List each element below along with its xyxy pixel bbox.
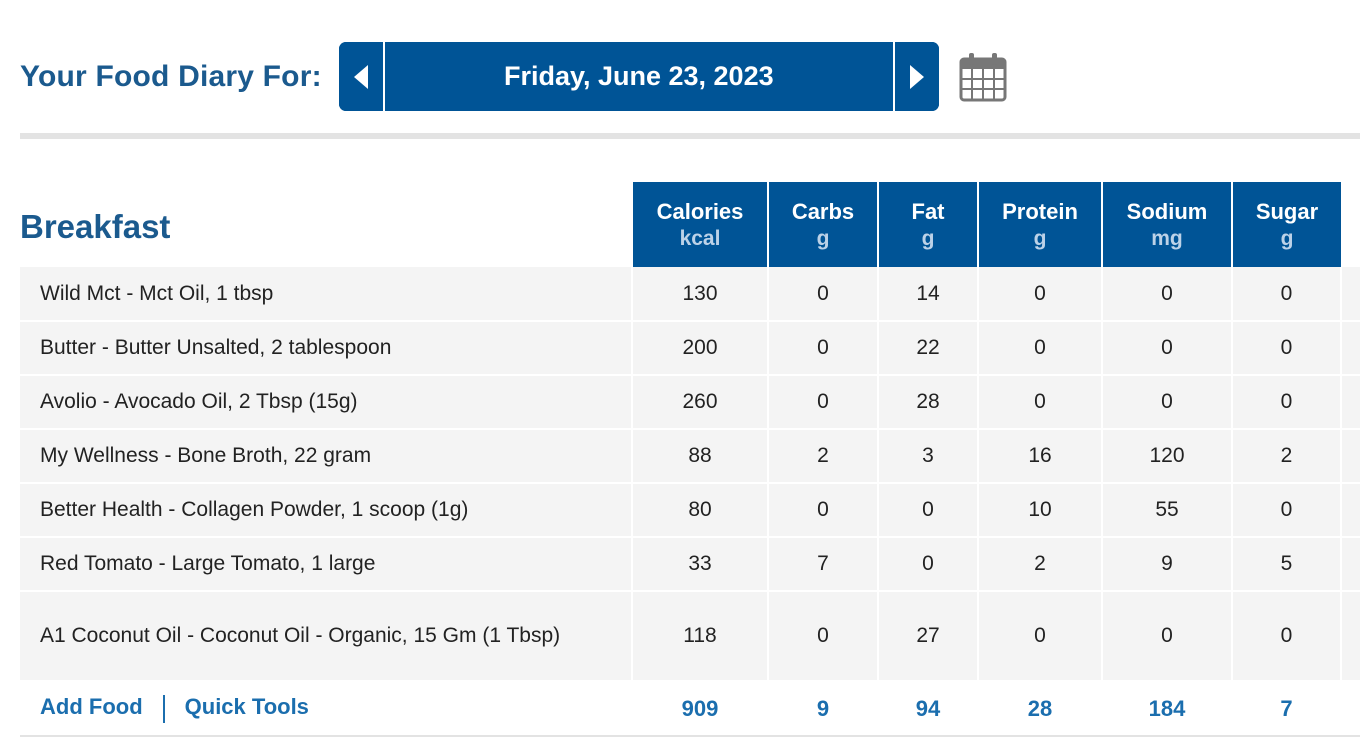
column-header-carbs: Carbs g: [767, 182, 878, 267]
food-entry-row: Butter - Butter Unsalted, 2 tablespoon 2…: [20, 321, 1360, 376]
link-separator: [162, 694, 165, 723]
total-sodium: 184: [1102, 681, 1232, 737]
row-tail: [1340, 267, 1360, 322]
sugar-cell: 5: [1231, 537, 1341, 592]
row-tail: [1340, 375, 1360, 430]
carbs-cell: 0: [767, 321, 878, 376]
calendar-icon: [959, 52, 1007, 101]
protein-cell: 0: [977, 321, 1102, 376]
chevron-right-icon: [909, 64, 924, 89]
meal-title: Breakfast: [20, 208, 171, 245]
chevron-left-icon: [353, 64, 368, 89]
food-entry-row: Wild Mct - Mct Oil, 1 tbsp 130 0 14 0 0 …: [20, 267, 1360, 322]
food-entry-link[interactable]: Butter - Butter Unsalted, 2 tablespoon: [20, 321, 632, 376]
diary-label: Your Food Diary For:: [20, 59, 322, 93]
add-food-link[interactable]: Add Food: [40, 694, 143, 720]
food-entry-link[interactable]: Red Tomato - Large Tomato, 1 large: [20, 537, 632, 592]
nutrient-header-row: Calories kcal Carbs g Fat g Protein g Sodium…: [20, 182, 1360, 267]
diary-header: Your Food Diary For: Friday, June 23, 20…: [20, 42, 1007, 111]
column-header-sodium: Sodium mg: [1101, 182, 1232, 267]
sodium-cell: 120: [1101, 429, 1232, 484]
calories-cell: 80: [631, 483, 768, 538]
sugar-cell: 2: [1231, 429, 1341, 484]
row-tail: [1340, 591, 1360, 682]
previous-day-button[interactable]: [338, 42, 385, 111]
date-navigator: Friday, June 23, 2023: [338, 42, 939, 111]
sodium-cell: 55: [1101, 483, 1232, 538]
sodium-cell: 0: [1101, 267, 1232, 322]
fat-cell: 0: [877, 483, 978, 538]
food-entry-row: A1 Coconut Oil - Coconut Oil - Organic, …: [20, 591, 1360, 682]
protein-cell: 2: [977, 537, 1102, 592]
next-day-button[interactable]: [892, 42, 939, 111]
sugar-cell: 0: [1231, 267, 1341, 322]
calories-cell: 260: [631, 375, 768, 430]
sugar-cell: 0: [1231, 591, 1341, 682]
carbs-cell: 0: [767, 375, 878, 430]
food-entry-link[interactable]: A1 Coconut Oil - Coconut Oil - Organic, …: [20, 591, 632, 682]
row-tail: [1340, 483, 1360, 538]
food-entry-link[interactable]: Wild Mct - Mct Oil, 1 tbsp: [20, 267, 632, 322]
column-header-fat: Fat g: [877, 182, 978, 267]
calendar-button[interactable]: [959, 52, 1007, 102]
fat-cell: 0: [877, 537, 978, 592]
fat-cell: 3: [877, 429, 978, 484]
sodium-cell: 0: [1101, 375, 1232, 430]
row-tail: [1340, 321, 1360, 376]
carbs-cell: 0: [767, 267, 878, 322]
calories-cell: 200: [631, 321, 768, 376]
food-entry-link[interactable]: My Wellness - Bone Broth, 22 gram: [20, 429, 632, 484]
protein-cell: 10: [977, 483, 1102, 538]
food-entry-link[interactable]: Better Health - Collagen Powder, 1 scoop…: [20, 483, 632, 538]
current-date: Friday, June 23, 2023: [503, 61, 774, 91]
protein-cell: 0: [977, 375, 1102, 430]
fat-cell: 22: [877, 321, 978, 376]
column-header-sugar: Sugar g: [1231, 182, 1341, 267]
total-sugar: 7: [1232, 681, 1341, 737]
total-carbs: 9: [768, 681, 878, 737]
header-tail: [1341, 182, 1360, 267]
sodium-cell: 9: [1101, 537, 1232, 592]
sugar-cell: 0: [1231, 375, 1341, 430]
column-header-protein: Protein g: [977, 182, 1102, 267]
meal-actions: Add Food Quick Tools: [20, 681, 632, 737]
calories-cell: 33: [631, 537, 768, 592]
food-entry-row: Red Tomato - Large Tomato, 1 large 33 7 …: [20, 537, 1360, 592]
meal-totals-row: Add Food Quick Tools 909 9 94 28 184 7: [20, 681, 1360, 737]
calories-cell: 118: [631, 591, 768, 682]
food-entry-link[interactable]: Avolio - Avocado Oil, 2 Tbsp (15g): [20, 375, 632, 430]
fat-cell: 27: [877, 591, 978, 682]
food-entry-row: Avolio - Avocado Oil, 2 Tbsp (15g) 260 0…: [20, 375, 1360, 430]
sodium-cell: 0: [1101, 591, 1232, 682]
carbs-cell: 7: [767, 537, 878, 592]
sodium-cell: 0: [1101, 321, 1232, 376]
column-header-calories: Calories kcal: [631, 182, 768, 267]
header-divider: [20, 133, 1360, 139]
quick-tools-link[interactable]: Quick Tools: [184, 694, 309, 720]
fat-cell: 28: [877, 375, 978, 430]
calories-cell: 88: [631, 429, 768, 484]
carbs-cell: 0: [767, 483, 878, 538]
carbs-cell: 2: [767, 429, 878, 484]
food-entry-row: Better Health - Collagen Powder, 1 scoop…: [20, 483, 1360, 538]
total-fat: 94: [878, 681, 978, 737]
protein-cell: 0: [977, 267, 1102, 322]
totals-tail: [1341, 681, 1360, 737]
meal-table: Calories kcal Carbs g Fat g Protein g Sodium…: [20, 182, 1360, 737]
food-entry-row: My Wellness - Bone Broth, 22 gram 88 2 3…: [20, 429, 1360, 484]
protein-cell: 16: [977, 429, 1102, 484]
total-protein: 28: [978, 681, 1102, 737]
protein-cell: 0: [977, 591, 1102, 682]
sugar-cell: 0: [1231, 483, 1341, 538]
calories-cell: 130: [631, 267, 768, 322]
row-tail: [1340, 537, 1360, 592]
total-calories: 909: [632, 681, 768, 737]
header-spacer: [20, 182, 632, 267]
row-tail: [1340, 429, 1360, 484]
carbs-cell: 0: [767, 591, 878, 682]
fat-cell: 14: [877, 267, 978, 322]
sugar-cell: 0: [1231, 321, 1341, 376]
